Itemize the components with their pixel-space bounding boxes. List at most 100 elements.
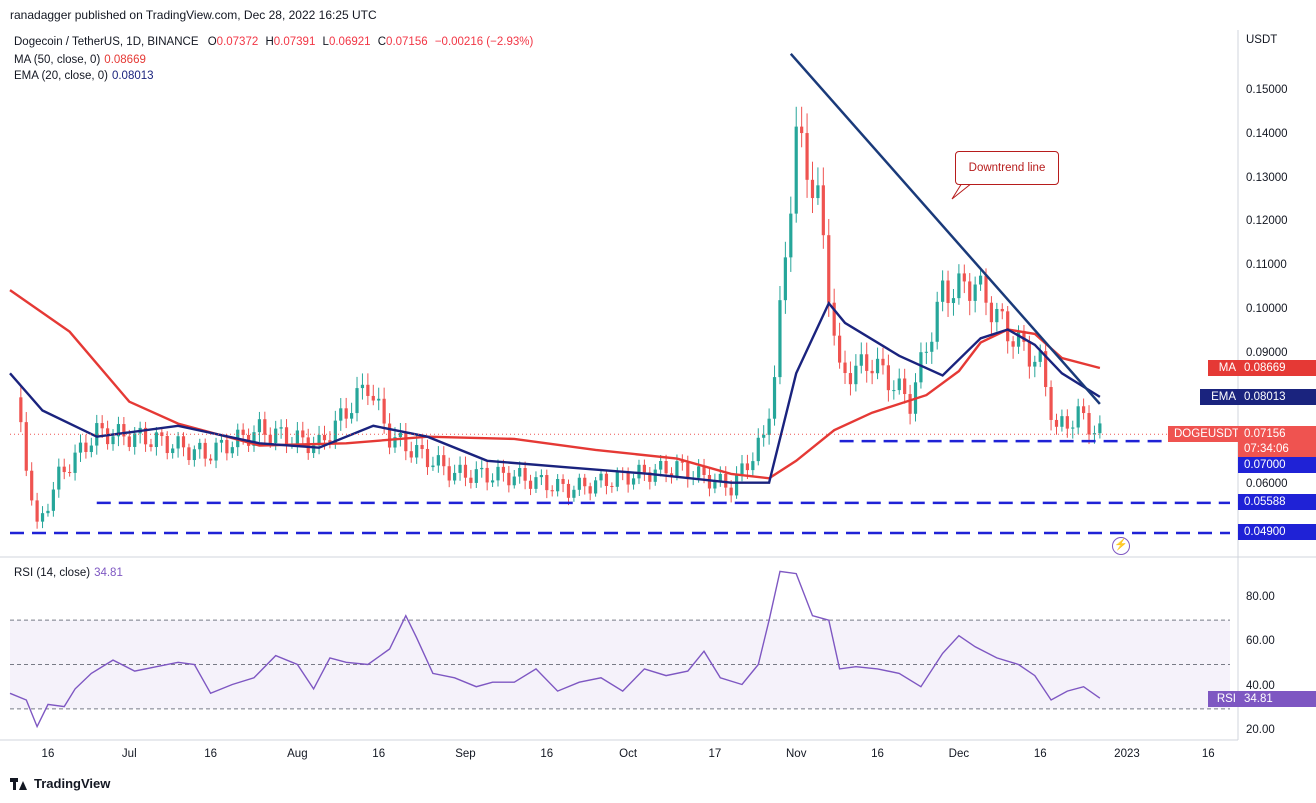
candle-body [387,423,392,448]
candle-body [973,284,977,301]
candle-body [821,185,825,236]
low-value: 0.06921 [328,36,371,48]
symbol-title[interactable]: Dogecoin / TetherUS, 1D, BINANCE [14,36,199,48]
candle-body [116,424,121,437]
ema-legend-value: 0.08013 [111,70,154,82]
rsi-tick-label: 80.00 [1246,591,1275,603]
candle-body [729,487,733,496]
candle-body [274,428,278,443]
rsi-tick-label: 40.00 [1246,679,1275,692]
rsi-legend[interactable]: RSI (14, close) 34.81 [14,567,123,579]
open-value: 0.07372 [216,36,259,48]
alert-lightning-icon[interactable]: ⚡ [1112,537,1130,555]
time-tick-label: 16 [41,748,55,760]
candle-body [127,436,131,447]
candle-body [816,185,820,199]
candle-body [767,418,771,435]
candle-body [653,469,657,482]
ma-legend[interactable]: MA (50, close, 0) 0.08669 [14,54,146,66]
candle-body [637,464,641,479]
candle-body [610,485,614,487]
ema-legend[interactable]: EMA (20, close, 0) 0.08013 [14,70,154,82]
candle-body [78,442,83,453]
candle-body [143,427,148,445]
candle-body [415,445,419,458]
candle-body [30,470,34,501]
candle-body [838,335,842,363]
candle-body [870,370,874,374]
candle-body [745,463,750,471]
candle-body [1098,423,1102,434]
candle-body [241,429,245,435]
candle-body [160,432,164,437]
candle-body [214,442,218,461]
candle-body [40,513,45,522]
candle-body [219,439,224,443]
candle-body [360,384,365,389]
level-2-tag: 0.05588 [1238,494,1316,510]
candle-body [1082,406,1086,414]
candle-body [203,442,207,459]
rsi-legend-value: 34.81 [94,567,123,579]
candle-body [176,436,180,449]
candle-body [436,455,440,466]
candle-body [382,398,386,424]
candle-body [751,461,755,471]
candle-body [604,473,609,486]
candle-body [257,419,262,433]
ema-tag-value: 0.08013 [1238,389,1316,405]
candle-body [599,473,603,481]
candle-body [366,384,370,396]
candle-body [664,461,668,474]
candle-body [268,434,272,443]
candle-body [854,365,858,385]
low-label: L [322,36,329,48]
candle-body [1087,413,1091,435]
candle-body [843,362,847,374]
candle-body [312,445,316,454]
candle-body [1038,351,1042,362]
candle-body [165,436,169,454]
candle-body [149,444,153,448]
candle-body [794,126,798,214]
candle-body [198,442,202,450]
candle-body [642,464,646,473]
candle-body [626,471,630,485]
candle-body [740,463,744,475]
candle-body [800,126,804,134]
candle-body [284,427,289,445]
candle-body [187,447,191,461]
tradingview-logo[interactable]: TradingView [10,776,110,791]
candle-body [317,434,321,446]
candle-body [154,432,158,448]
rsi-line [9,570,1101,729]
candle-body [171,448,175,454]
time-tick-label: Dec [948,748,970,760]
candle-body [572,489,576,498]
candle-body [371,395,375,401]
candle-body [1076,406,1080,428]
candle-body [832,302,836,336]
candle-body [957,273,961,299]
candle-body [588,486,592,494]
candle-body [453,472,457,481]
time-tick-label: 16 [871,748,884,760]
time-tick-label: 17 [708,748,722,760]
candle-body [848,373,853,385]
downtrend-callout[interactable]: Downtrend line [955,151,1059,185]
candle-body [19,397,23,423]
candle-body [84,442,88,453]
candle-body [946,280,950,304]
candle-body [1000,308,1004,312]
candle-body [718,473,722,481]
candle-body [469,477,473,483]
candle-body [68,472,72,474]
candle-body [62,466,66,473]
candle-body [350,413,354,419]
time-tick-label: 2023 [1114,748,1140,760]
time-tick-label: Oct [619,748,638,760]
candle-body [355,388,359,414]
footer-brand: TradingView [34,776,111,791]
candle-body [181,436,186,448]
